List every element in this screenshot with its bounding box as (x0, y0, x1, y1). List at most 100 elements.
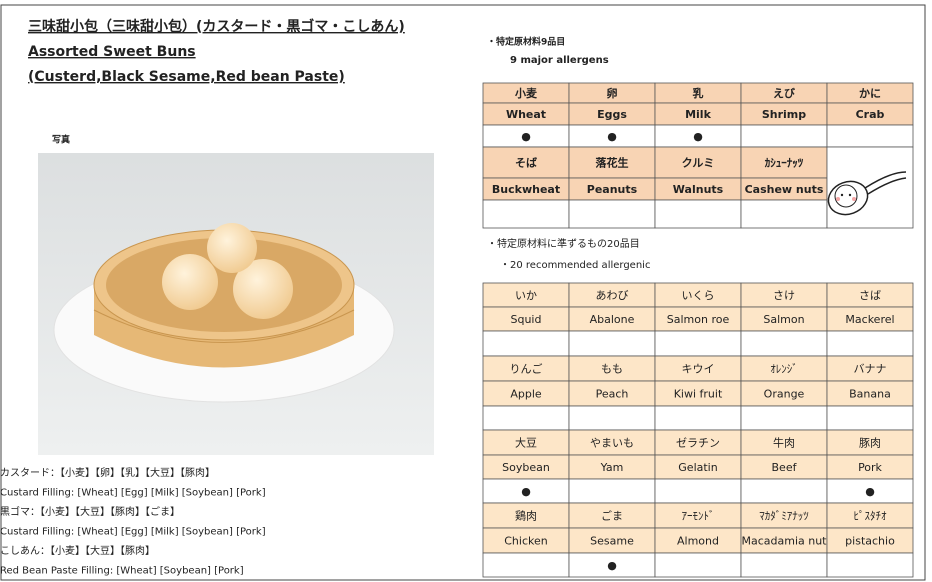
allergen-en: Yam (600, 461, 624, 474)
allergen-mark: ● (607, 559, 617, 572)
cell (740, 454, 828, 480)
cell (826, 527, 914, 554)
allergen-jp: 卵 (607, 86, 618, 100)
allergen-jp: そば (515, 156, 537, 170)
cell (740, 306, 828, 332)
allergen-en: Almond (677, 535, 719, 548)
cell (482, 429, 570, 456)
allergen-jp: もも (601, 363, 623, 376)
title-en: Assorted Sweet Buns (28, 44, 196, 60)
allergen-jp: ごま (601, 509, 623, 523)
recommended-heading: ・特定原材料に準ずるもの20品目 (487, 237, 640, 250)
allergen-en: Pork (858, 461, 882, 474)
cell (568, 146, 656, 179)
allergen-en: Salmon roe (667, 313, 730, 326)
allergen-en: Gelatin (678, 461, 717, 474)
cell (826, 552, 914, 578)
allergen-jp: ｵﾚﾝｼﾞ (770, 363, 798, 376)
cell (654, 199, 742, 229)
cell (568, 502, 656, 529)
photo (38, 153, 434, 455)
cell (568, 429, 656, 456)
allergen-jp: ｱｰﾓﾝﾄﾞ (682, 510, 715, 523)
cell (654, 527, 742, 554)
cell (740, 478, 828, 504)
cell (654, 552, 742, 578)
cell (568, 355, 656, 382)
allergen-en: Kiwi fruit (674, 388, 723, 401)
allergen-en: Apple (510, 388, 542, 401)
allergen-jp: かに (859, 87, 881, 100)
cell (826, 405, 914, 431)
cell (740, 552, 828, 578)
allergen-en: Abalone (590, 313, 635, 326)
allergen-en: Crab (856, 108, 885, 121)
cell (482, 454, 570, 480)
allergen-en: pistachio (845, 535, 895, 548)
allergen-jp: 乳 (693, 86, 704, 100)
cell (568, 478, 656, 504)
photo-label: 写真 (52, 134, 70, 146)
allergen-jp: さけ (773, 289, 795, 302)
cell (826, 306, 914, 332)
cell (654, 306, 742, 332)
cell (740, 146, 828, 179)
cell (654, 502, 742, 529)
allergen-jp: ﾋﾟｽﾀﾁｵ (854, 510, 887, 523)
allergen-jp: りんご (510, 362, 543, 376)
allergen-en: Chicken (504, 535, 548, 548)
recommended-subheading: ・20 recommended allergenic (500, 260, 650, 271)
title-en-sub: (Custerd,Black Sesame,Red bean Paste) (28, 69, 345, 85)
cell (740, 199, 828, 229)
cell (654, 454, 742, 480)
allergen-jp: ﾏｶﾀﾞﾐｱﾅｯﾂ (759, 510, 809, 523)
cell (826, 355, 914, 382)
allergen-en: Walnuts (673, 183, 724, 196)
allergen-jp: いか (515, 289, 537, 302)
allergen-en: Beef (772, 461, 798, 474)
allergen-jp: あわび (596, 289, 629, 302)
allergen-en: Salmon (763, 313, 804, 326)
cell (482, 405, 570, 431)
cell (826, 454, 914, 480)
allergen-mark: ● (521, 130, 531, 143)
allergen-mark: ● (693, 130, 703, 143)
cell (654, 330, 742, 357)
spoon-icon (827, 171, 907, 216)
allergen-en: Buckwheat (492, 183, 560, 196)
allergen-en: Peach (596, 388, 629, 401)
allergen-jp: 鶏肉 (515, 509, 537, 523)
ingredient-line: Red Bean Paste Filling: [Wheat] [Soybean… (0, 566, 244, 577)
allergen-en: Banana (849, 388, 891, 401)
cell (740, 527, 828, 554)
allergen-en: Squid (511, 313, 542, 326)
cell (568, 405, 656, 431)
cell (568, 306, 656, 332)
ingredient-line: こしあん：【小麦】【大豆】【豚肉】 (0, 544, 155, 557)
cell (482, 380, 570, 407)
ingredient-line: カスタード：【小麦】【卵】【乳】【大豆】【豚肉】 (0, 466, 215, 479)
cell (826, 429, 914, 456)
title-jp: 三味甜小包（三味甜小包）(カスタード・黒ゴマ・こしあん) (28, 18, 405, 35)
cell (568, 552, 656, 578)
major-heading: ・特定原材料9品目 (487, 36, 565, 48)
allergen-jp: バナナ (854, 363, 887, 376)
allergen-jp: ゼラチン (676, 437, 720, 450)
cell (654, 405, 742, 431)
cell (654, 478, 742, 504)
ingredient-line: Custard Filling: [Wheat] [Egg] [Milk] [S… (0, 527, 266, 538)
cell (568, 199, 656, 229)
page-border (0, 4, 926, 581)
allergen-en: Milk (685, 108, 711, 121)
cell (740, 405, 828, 431)
allergen-en: Soybean (502, 461, 550, 474)
allergen-mark: ● (865, 485, 875, 498)
cell (482, 306, 570, 332)
cell (826, 124, 914, 148)
allergen-jp: 小麦 (514, 86, 538, 100)
allergen-jp: 落花生 (596, 156, 629, 170)
cell (826, 282, 914, 308)
allergen-en: Orange (764, 388, 805, 401)
allergen-jp: ｶｼｭｰﾅｯﾂ (765, 157, 804, 170)
